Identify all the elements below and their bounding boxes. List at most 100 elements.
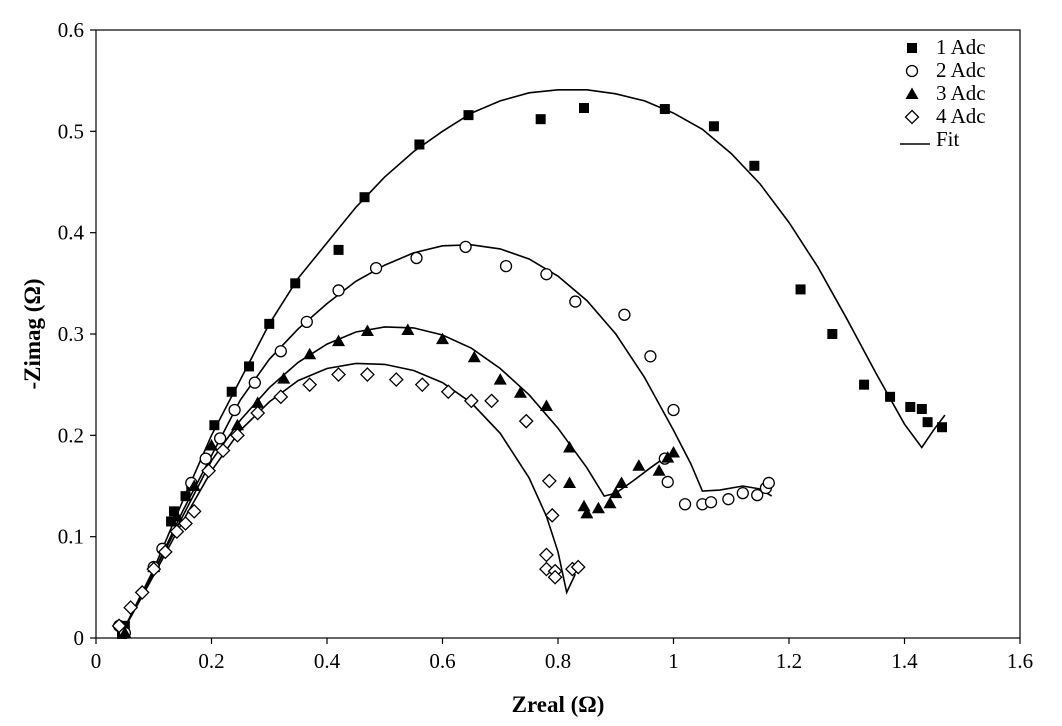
- data-point: [659, 104, 670, 115]
- data-point: [563, 476, 577, 488]
- legend-item: Fit: [900, 127, 960, 151]
- y-tick-label: 0.3: [58, 322, 84, 346]
- data-point: [749, 160, 760, 171]
- data-point: [332, 334, 346, 347]
- data-point: [618, 308, 631, 321]
- legend-marker: [905, 87, 919, 99]
- data-point: [331, 367, 346, 382]
- data-point: [484, 393, 500, 409]
- data-point: [168, 506, 179, 517]
- data-point: [248, 376, 261, 389]
- legend-item: 2 Adc: [905, 58, 986, 82]
- fit-curve: [121, 243, 773, 634]
- plot-frame: [95, 29, 1021, 639]
- data-point: [201, 463, 217, 479]
- data-point: [609, 486, 623, 499]
- data-point: [228, 403, 241, 417]
- x-axis-ticks: [95, 638, 1021, 644]
- data-point: [513, 386, 527, 398]
- data-point: [661, 475, 674, 489]
- legend-item: 3 Adc: [905, 81, 986, 105]
- data-point: [905, 401, 916, 412]
- fit-curves: [121, 89, 946, 634]
- data-point: [885, 391, 896, 402]
- legend-item: 4 Adc: [904, 104, 986, 128]
- data-point: [273, 389, 289, 405]
- data-point: [166, 516, 177, 527]
- data-point: [388, 372, 404, 388]
- legend-marker: [907, 43, 917, 53]
- data-point: [303, 347, 317, 360]
- data-point: [518, 413, 534, 429]
- data-point: [157, 544, 173, 560]
- data-point: [359, 192, 370, 203]
- y-axis-ticks: [90, 29, 96, 639]
- data-point: [410, 251, 423, 265]
- x-tick-label: 0.6: [429, 649, 455, 673]
- data-point: [937, 422, 948, 433]
- y-tick-label: 0.6: [58, 18, 84, 42]
- data-point: [290, 278, 301, 289]
- data-point: [436, 332, 449, 345]
- legend-label: Fit: [936, 127, 960, 151]
- x-tick-label: 1.4: [891, 649, 918, 673]
- series-2: [112, 240, 775, 640]
- data-point: [186, 503, 202, 519]
- data-point: [264, 318, 275, 329]
- legend-label: 2 Adc: [936, 58, 986, 82]
- data-point: [644, 350, 657, 363]
- data-point: [205, 438, 218, 451]
- data-point: [795, 284, 806, 295]
- data-point: [118, 626, 132, 638]
- y-axis-tick-labels: 0 0.1 0.2 0.3 0.4 0.5 0.6: [58, 18, 85, 650]
- data-point: [215, 443, 231, 458]
- data-point: [563, 440, 577, 453]
- data-point: [214, 432, 227, 445]
- fit-curve: [121, 89, 946, 634]
- data-point: [463, 393, 479, 409]
- data-point: [467, 350, 481, 363]
- data-point: [652, 464, 666, 476]
- legend-marker: [905, 64, 919, 78]
- data-point: [277, 372, 291, 384]
- data-point: [369, 261, 383, 275]
- data-point: [678, 498, 692, 511]
- x-tick-label: 1.2: [776, 649, 802, 673]
- legend-item: 1 Adc: [907, 35, 986, 59]
- data-point: [708, 121, 719, 132]
- y-tick-label: 0.4: [58, 221, 85, 245]
- y-tick-label: 0.5: [58, 119, 84, 143]
- x-tick-label: 1: [668, 649, 679, 673]
- legend-label: 3 Adc: [936, 81, 986, 105]
- data-point: [541, 473, 557, 489]
- data-point: [539, 399, 553, 411]
- data-point: [360, 367, 375, 382]
- x-axis-tick-labels: 0 0.2 0.4 0.6 0.8 1 1.2 1.4 1.6: [91, 649, 1033, 673]
- data-point: [230, 418, 244, 431]
- data-markers: [111, 103, 948, 640]
- data-point: [251, 396, 265, 408]
- y-tick-label: 0.2: [58, 423, 84, 447]
- data-point: [615, 476, 629, 488]
- data-point: [632, 459, 646, 471]
- data-point: [187, 479, 201, 491]
- data-point: [580, 506, 594, 519]
- data-point: [751, 488, 764, 502]
- data-point: [547, 569, 563, 585]
- data-point: [226, 386, 237, 397]
- data-point: [667, 403, 680, 417]
- data-point: [922, 417, 933, 428]
- data-point: [499, 259, 513, 273]
- data-point: [199, 452, 212, 465]
- data-point: [762, 476, 775, 490]
- data-point: [577, 499, 591, 512]
- data-point: [535, 114, 546, 125]
- data-point: [459, 240, 472, 254]
- x-axis-title: Zreal (Ω): [512, 692, 605, 717]
- data-point: [440, 384, 456, 400]
- data-point: [591, 501, 605, 514]
- data-point: [603, 496, 617, 509]
- y-axis-title: -Zimag (Ω): [20, 278, 45, 389]
- fit-curve: [121, 326, 674, 634]
- data-point: [111, 618, 127, 634]
